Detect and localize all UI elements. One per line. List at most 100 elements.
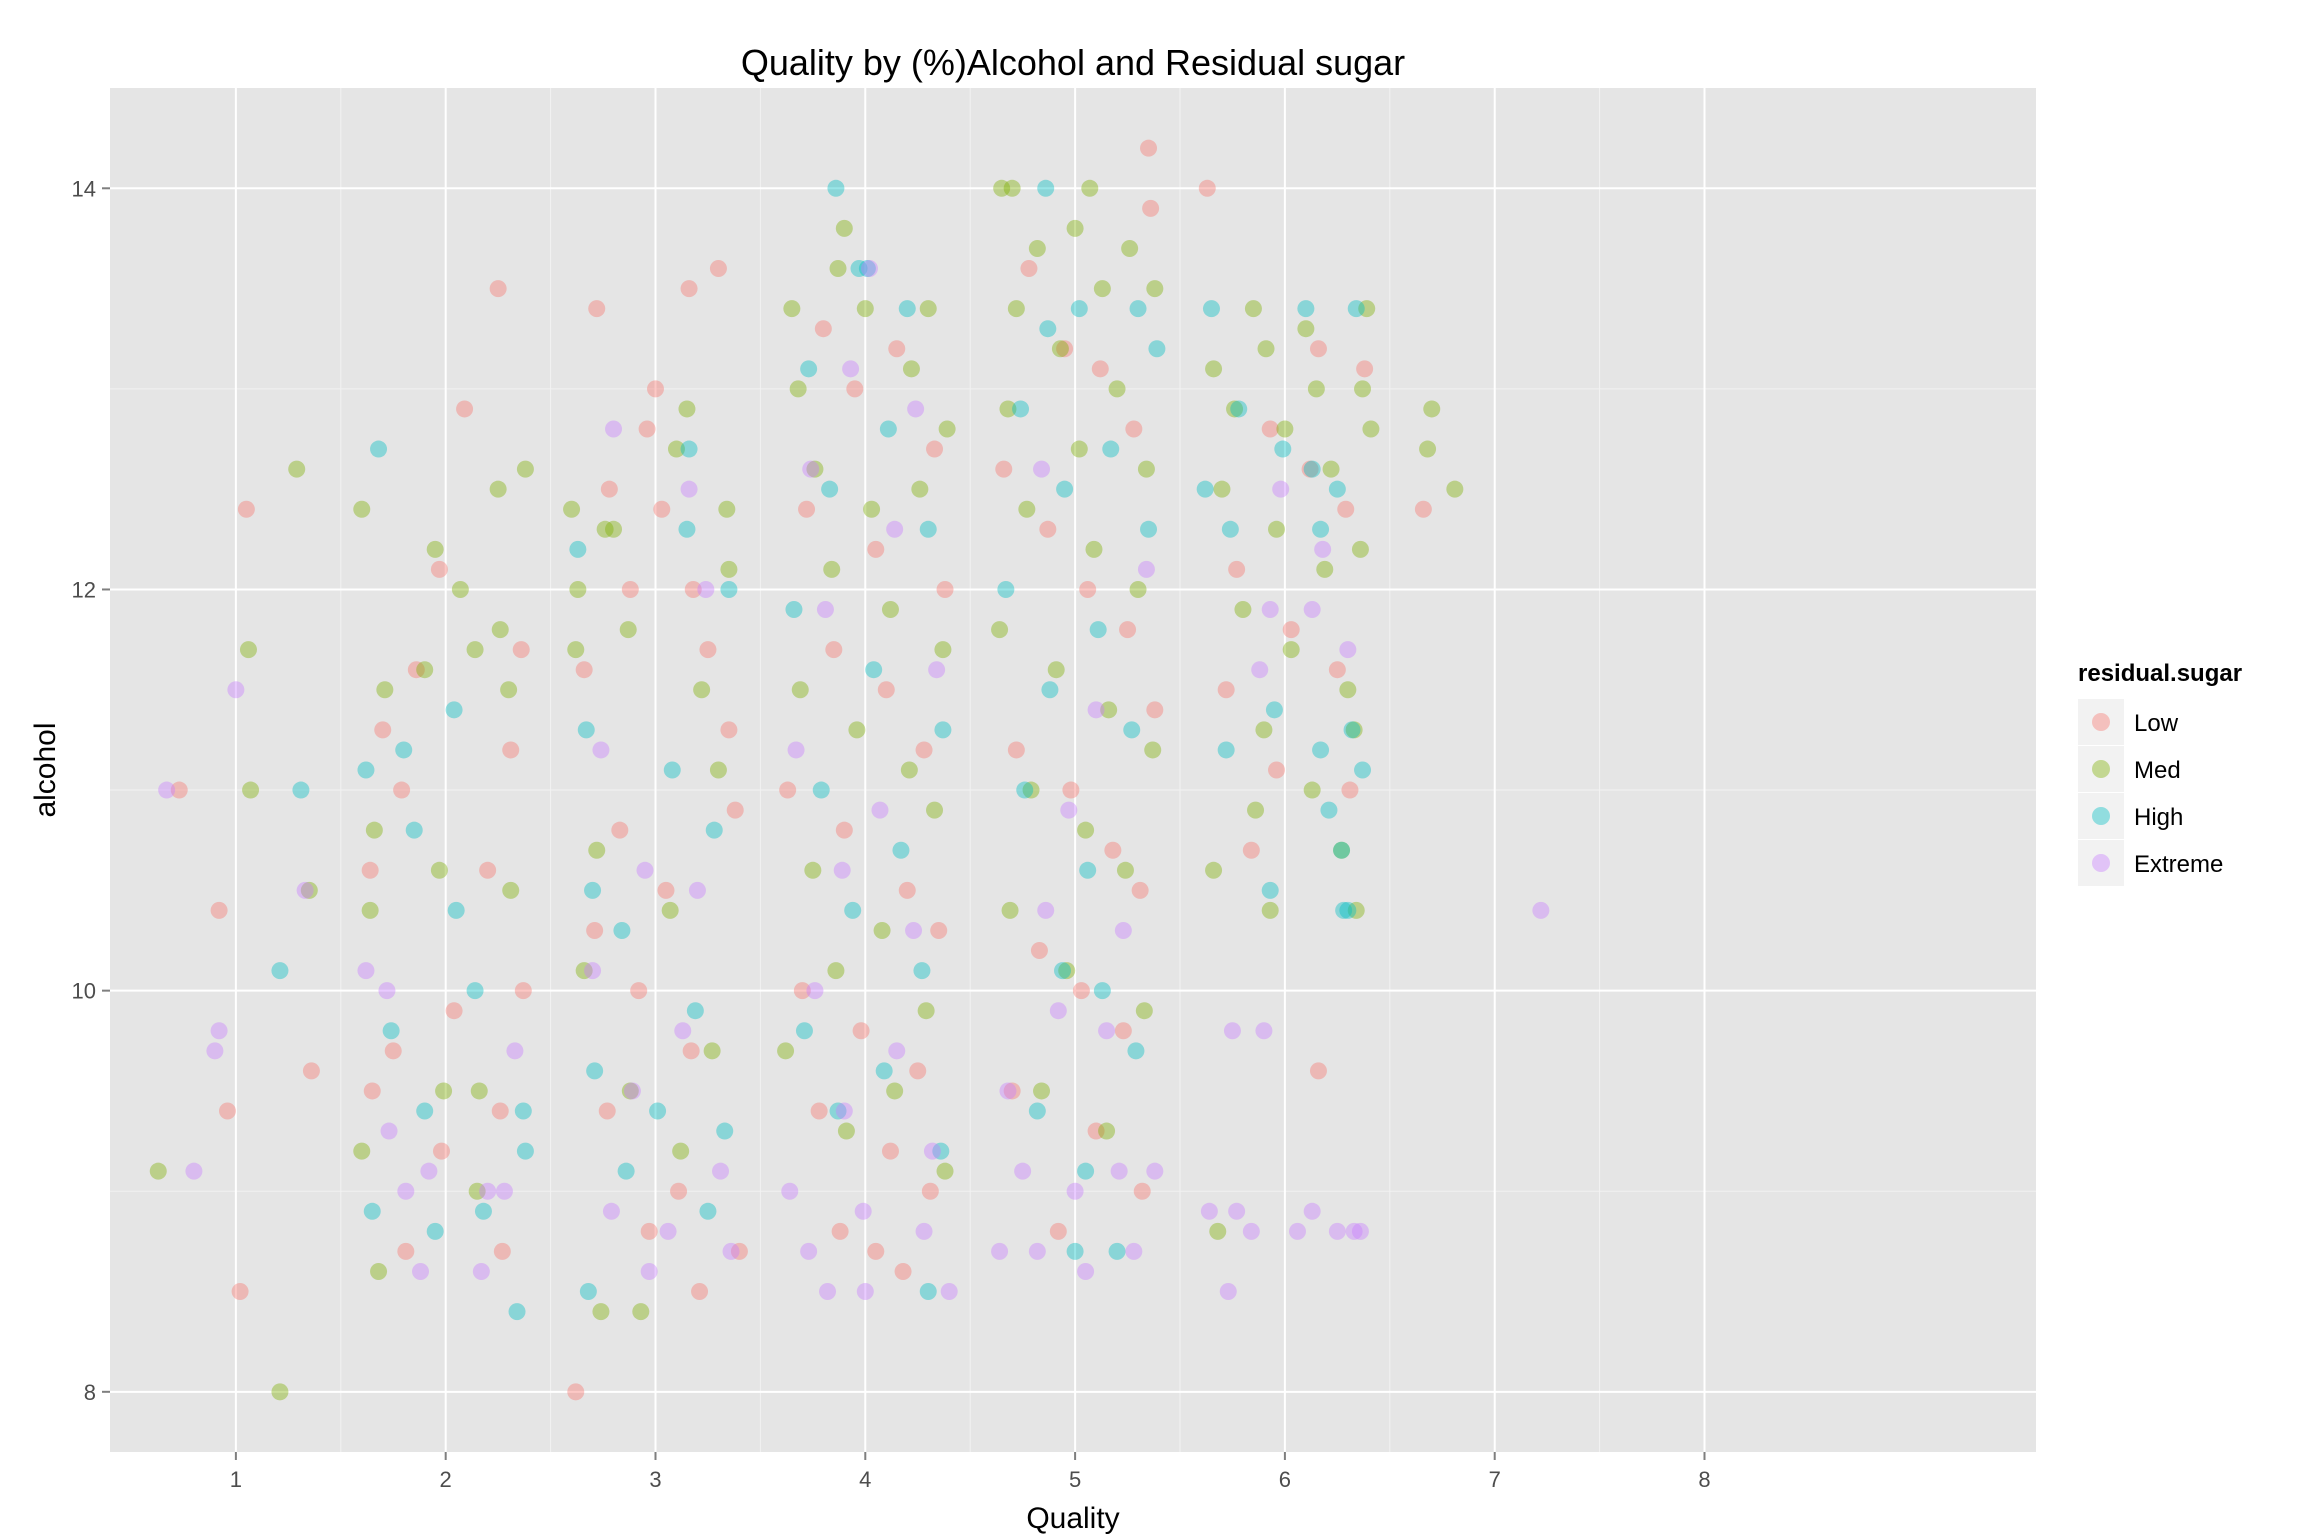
data-point (829, 1102, 847, 1120)
data-point (907, 400, 925, 418)
data-point (1196, 480, 1214, 498)
data-point (1070, 300, 1088, 318)
data-point (1018, 500, 1036, 518)
data-point (1282, 621, 1300, 639)
data-point (586, 1062, 604, 1080)
data-point (158, 781, 176, 799)
minor-gridlines (110, 88, 2036, 1452)
x-tick-label: 1 (230, 1467, 242, 1492)
data-point (858, 260, 876, 278)
data-point (684, 580, 702, 598)
data-point (1142, 199, 1160, 217)
data-point (835, 219, 853, 237)
data-point (567, 1383, 585, 1401)
data-point (720, 721, 738, 739)
data-point (911, 480, 929, 498)
data-point (848, 721, 866, 739)
data-point (670, 1182, 688, 1200)
data-point (1328, 480, 1346, 498)
data-point (827, 962, 845, 980)
data-point (680, 440, 698, 458)
x-axis-ticks: 1 2 3 4 5 6 7 8 (230, 1452, 1711, 1492)
data-point (1081, 179, 1099, 197)
data-point (825, 641, 843, 659)
data-point (1137, 560, 1155, 578)
data-point (934, 721, 952, 739)
data-point (357, 962, 375, 980)
data-point (779, 781, 797, 799)
data-point (357, 761, 375, 779)
data-point (886, 520, 904, 538)
data-point (1322, 460, 1340, 478)
data-point (936, 1162, 954, 1180)
data-point (865, 661, 883, 679)
chart-title: Quality by (%)Alcohol and Residual sugar (741, 42, 1405, 83)
data-point (569, 540, 587, 558)
data-point (1419, 440, 1437, 458)
data-point (1079, 580, 1097, 598)
data-point (699, 641, 717, 659)
data-point (584, 881, 602, 899)
data-point (856, 300, 874, 318)
data-point (479, 1182, 497, 1200)
data-point (936, 580, 954, 598)
data-point (1003, 179, 1021, 197)
data-point (1268, 520, 1286, 538)
data-point (806, 982, 824, 1000)
data-point (218, 1102, 236, 1120)
data-point (210, 901, 228, 919)
data-point (783, 300, 801, 318)
data-point (816, 601, 834, 619)
data-point (1274, 440, 1292, 458)
data-point (575, 661, 593, 679)
data-point (798, 500, 816, 518)
data-point (720, 560, 738, 578)
data-point (613, 921, 631, 939)
data-point (1110, 1162, 1128, 1180)
data-point (663, 761, 681, 779)
data-point (800, 1242, 818, 1260)
data-point (716, 1122, 734, 1140)
data-point (913, 962, 931, 980)
data-point (837, 1122, 855, 1140)
data-point (149, 1162, 167, 1180)
data-point (1333, 841, 1351, 859)
data-point (894, 1262, 912, 1280)
data-point (1056, 480, 1074, 498)
data-point (370, 1262, 388, 1280)
data-point (1079, 861, 1097, 879)
data-point (886, 1082, 904, 1100)
data-point (693, 681, 711, 699)
data-point (867, 540, 885, 558)
data-point (579, 1283, 597, 1301)
data-point (1328, 1222, 1346, 1240)
data-point (623, 1082, 641, 1100)
data-point (500, 681, 518, 699)
data-point (353, 500, 371, 518)
data-point (1362, 420, 1380, 438)
legend-key-med (2078, 746, 2124, 792)
data-point (1066, 1242, 1084, 1260)
data-point (1213, 480, 1231, 498)
data-point (712, 1162, 730, 1180)
legend-key-extreme (2078, 840, 2124, 886)
data-point (231, 1283, 249, 1301)
data-point (426, 540, 444, 558)
data-point (1198, 179, 1216, 197)
data-point (1116, 861, 1134, 879)
data-point (516, 460, 534, 478)
legend-label: Med (2134, 757, 2181, 784)
data-point (1228, 560, 1246, 578)
data-point (1140, 520, 1158, 538)
data-point (185, 1162, 203, 1180)
data-point (1144, 741, 1162, 759)
data-point (1351, 1222, 1369, 1240)
data-point (567, 641, 585, 659)
data-point (1328, 661, 1346, 679)
data-point (785, 601, 803, 619)
data-point (619, 621, 637, 639)
data-point (605, 520, 623, 538)
series-extreme (158, 260, 1550, 1301)
legend-swatch (2092, 854, 2110, 872)
data-point (932, 1142, 950, 1160)
